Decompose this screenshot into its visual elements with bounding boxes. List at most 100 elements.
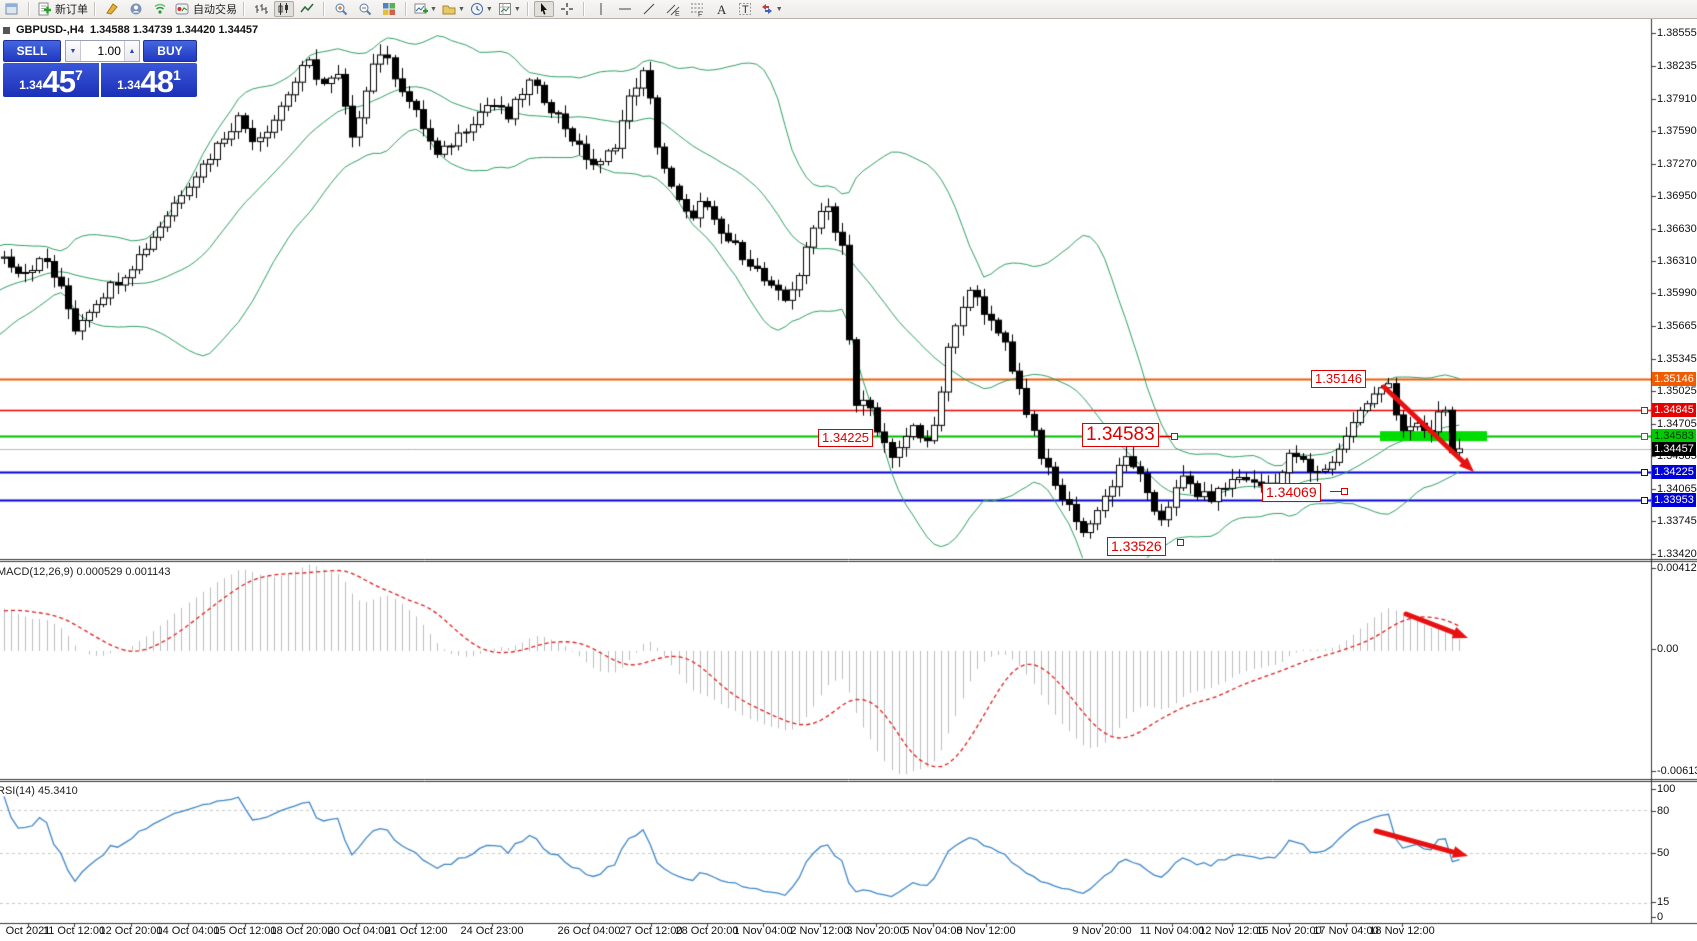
price-callout-1.34069[interactable]: 1.34069 bbox=[1262, 483, 1321, 502]
price-badge-1.33953: 1.33953 bbox=[1652, 493, 1696, 507]
new-order-label: 新订单 bbox=[55, 4, 88, 16]
macd-tick-label: 0.00 bbox=[1657, 643, 1679, 655]
dropdown-caret-icon[interactable]: ▼ bbox=[430, 5, 437, 13]
price-callout-1.34225[interactable]: 1.34225 bbox=[818, 429, 873, 447]
date-tick-label: 2 Nov 12:00 bbox=[790, 925, 850, 937]
price-badge-1.34845: 1.34845 bbox=[1652, 403, 1696, 417]
new-chart-icon[interactable]: ▼ bbox=[412, 1, 438, 17]
date-tick-label: 21 Oct 12:00 bbox=[384, 925, 448, 937]
date-tick-label: 12 Oct 20:00 bbox=[99, 925, 163, 937]
sell-price-big: 45 bbox=[42, 64, 76, 99]
volume-increase-button[interactable]: ▲ bbox=[123, 41, 139, 61]
hline-handle[interactable] bbox=[1641, 433, 1648, 440]
signals-icon[interactable] bbox=[149, 1, 171, 17]
date-tick-label: 1 Nov 04:00 bbox=[733, 925, 793, 937]
svg-text:T: T bbox=[742, 4, 749, 16]
community-icon[interactable] bbox=[125, 1, 147, 17]
dropdown-caret-icon[interactable]: ▼ bbox=[513, 5, 521, 13]
hline-handle[interactable] bbox=[1641, 469, 1648, 476]
price-tick-label: 1.37590 bbox=[1657, 124, 1697, 137]
buy-price-sup: 1 bbox=[173, 67, 181, 83]
price-badge-1.34457: 1.34457 bbox=[1652, 442, 1696, 456]
dropdown-caret-icon[interactable]: ▼ bbox=[457, 5, 465, 13]
crosshair-icon[interactable] bbox=[556, 1, 578, 17]
autotrade-button[interactable]: 自动交易 bbox=[173, 1, 238, 17]
price-tick-label: 1.36950 bbox=[1657, 189, 1697, 202]
profiles-icon[interactable]: ▼ bbox=[440, 1, 466, 17]
callout-anchor-handle[interactable] bbox=[1171, 433, 1178, 440]
price-tick-label: 1.37270 bbox=[1657, 157, 1697, 170]
date-tick-label: Oct 2021 bbox=[5, 925, 51, 937]
price-tick-label: 1.34705 bbox=[1657, 417, 1697, 430]
fibonacci-icon[interactable]: F bbox=[686, 1, 708, 17]
dropdown-caret-icon[interactable]: ▼ bbox=[485, 5, 493, 13]
toolbar-separator bbox=[405, 2, 407, 16]
callout-anchor-handle[interactable] bbox=[1177, 539, 1184, 546]
tile-windows-icon[interactable] bbox=[378, 1, 400, 17]
date-tick-label: 9 Nov 20:00 bbox=[1072, 925, 1132, 937]
sell-price-sup: 7 bbox=[75, 67, 83, 83]
buy-button[interactable]: BUY bbox=[142, 40, 197, 62]
date-tick-label: 20 Oct 04:00 bbox=[327, 925, 391, 937]
toolbar-separator bbox=[243, 2, 245, 16]
price-tick-label: 1.35025 bbox=[1657, 384, 1697, 397]
price-tick-label: 1.35990 bbox=[1657, 286, 1697, 299]
date-tick-label: 18 Oct 20:00 bbox=[270, 925, 334, 937]
sell-price-display[interactable]: 1.34 45 7 bbox=[3, 63, 99, 97]
line-chart-icon[interactable] bbox=[296, 1, 318, 17]
date-tick-label: 8 Nov 12:00 bbox=[956, 925, 1016, 937]
toolbar-separator bbox=[28, 2, 30, 16]
date-tick-label: 11 Oct 12:00 bbox=[42, 925, 106, 937]
macd-tick-label: -0.006132 bbox=[1657, 765, 1697, 777]
price-callout-1.33526[interactable]: 1.33526 bbox=[1107, 537, 1166, 556]
price-callout-1.35146[interactable]: 1.35146 bbox=[1311, 370, 1366, 388]
price-tick-label: 1.35345 bbox=[1657, 352, 1697, 365]
window-icon[interactable] bbox=[1, 1, 23, 17]
hline-handle[interactable] bbox=[1641, 407, 1648, 414]
autotrade-label: 自动交易 bbox=[193, 4, 237, 16]
textframe-icon[interactable]: T bbox=[734, 1, 756, 17]
paintbrush-icon[interactable] bbox=[101, 1, 123, 17]
zoom-in-icon[interactable] bbox=[330, 1, 352, 17]
chart-header: GBPUSD-,H4 1.34588 1.34739 1.34420 1.344… bbox=[3, 24, 258, 36]
date-tick-label: 17 Nov 04:00 bbox=[1313, 925, 1379, 937]
price-callout-1.34583[interactable]: 1.34583 bbox=[1082, 423, 1159, 447]
rsi-tick-label: 100 bbox=[1657, 783, 1676, 795]
date-tick-label: 3 Nov 20:00 bbox=[846, 925, 906, 937]
candlestick-chart-icon[interactable] bbox=[274, 1, 294, 17]
date-tick-label: 14 Oct 04:00 bbox=[156, 925, 220, 937]
hline-icon[interactable] bbox=[614, 1, 636, 17]
rsi-label: RSI(14) 45.3410 bbox=[0, 785, 78, 797]
sell-price-small: 1.34 bbox=[19, 78, 43, 92]
text-icon[interactable]: A bbox=[710, 1, 732, 17]
date-tick-label: 24 Oct 23:00 bbox=[460, 925, 524, 937]
buy-price-display[interactable]: 1.34 48 1 bbox=[101, 63, 197, 97]
zoom-out-icon[interactable] bbox=[354, 1, 376, 17]
clock-icon[interactable]: ▼ bbox=[468, 1, 494, 17]
volume-decrease-button[interactable]: ▼ bbox=[65, 41, 81, 61]
new-order-button[interactable]: 新订单 bbox=[35, 1, 89, 17]
date-tick-label: 15 Nov 20:00 bbox=[1256, 925, 1322, 937]
callout-connector-line bbox=[1160, 436, 1172, 437]
vline-icon[interactable] bbox=[590, 1, 612, 17]
channel-icon[interactable]: E bbox=[662, 1, 684, 17]
dropdown-caret-icon[interactable]: ▼ bbox=[775, 5, 783, 13]
rsi-tick-label: 15 bbox=[1657, 896, 1670, 908]
macd-label: MACD(12,26,9) 0.000529 0.001143 bbox=[0, 566, 171, 578]
symbol-ohlc-text: GBPUSD-,H4 1.34588 1.34739 1.34420 1.344… bbox=[16, 24, 259, 36]
arrows-icon[interactable]: ▼ bbox=[758, 1, 784, 17]
templates-icon[interactable]: ▼ bbox=[496, 1, 522, 17]
cursor-icon[interactable] bbox=[533, 1, 554, 17]
svg-text:A: A bbox=[717, 2, 727, 17]
trendline-icon[interactable] bbox=[638, 1, 660, 17]
rsi-tick-label: 50 bbox=[1657, 847, 1670, 859]
bars-chart-icon[interactable] bbox=[250, 1, 272, 17]
volume-input[interactable] bbox=[80, 41, 124, 61]
hline-handle[interactable] bbox=[1641, 497, 1648, 504]
svg-text:F: F bbox=[698, 12, 702, 18]
sell-button[interactable]: SELL bbox=[3, 40, 61, 62]
callout-anchor-handle[interactable] bbox=[1341, 488, 1348, 495]
date-tick-label: 27 Oct 12:00 bbox=[619, 925, 683, 937]
date-tick-label: 26 Oct 04:00 bbox=[557, 925, 621, 937]
